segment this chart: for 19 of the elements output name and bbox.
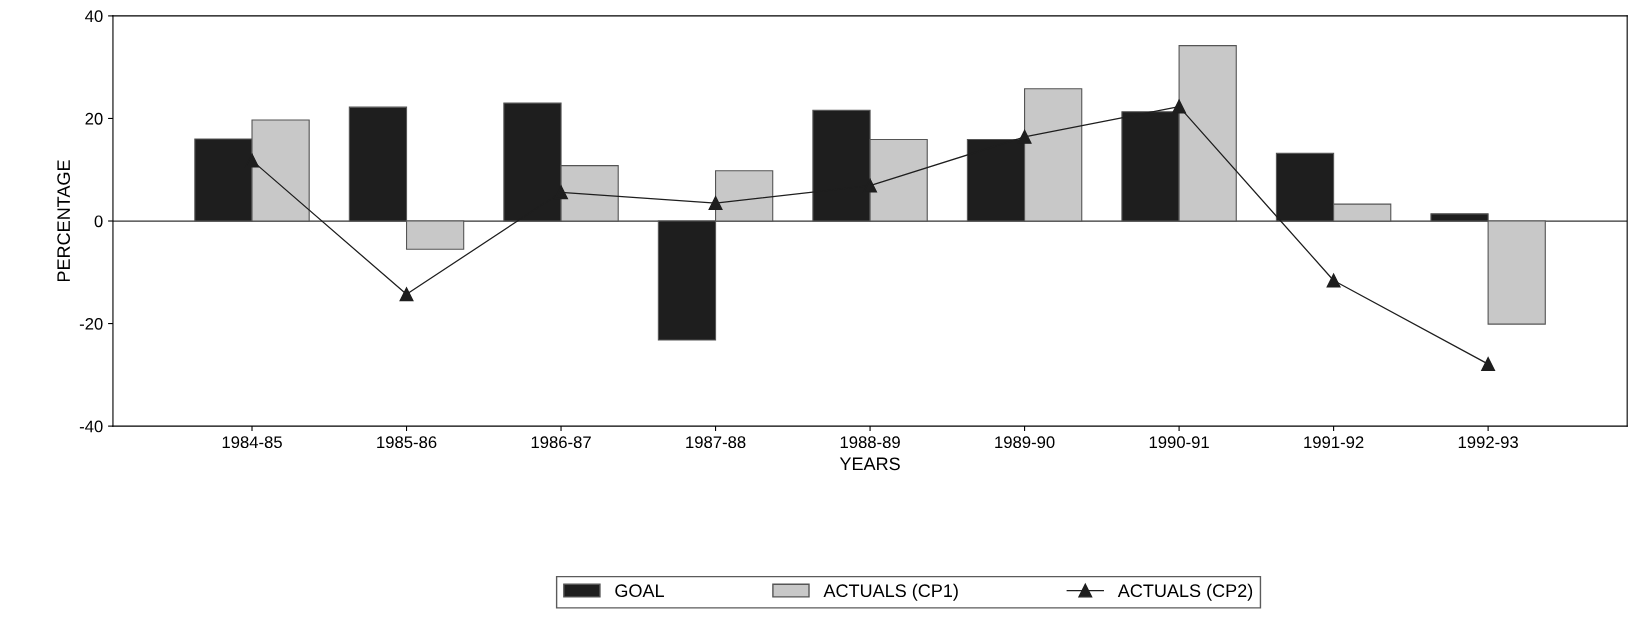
y-tick-label: -40 (79, 420, 103, 433)
legend-label: ACTUALS (CP1) (823, 583, 958, 601)
y-tick-label: 0 (94, 215, 103, 228)
x-tick-label: 1987-88 (686, 436, 746, 449)
x-axis-title: YEARS (839, 457, 900, 471)
x-tick-label: 1992-93 (1458, 436, 1518, 449)
legend-label: GOAL (615, 584, 664, 598)
y-axis-title: PERCENTAGE (57, 160, 71, 282)
x-tick-label: 1986-87 (531, 436, 591, 449)
legend-label: ACTUALS (CP2) (1117, 583, 1253, 601)
x-tick-label: 1989-90 (995, 436, 1055, 449)
y-tick-label: 40 (85, 10, 103, 23)
x-tick-label: 1985-86 (377, 436, 437, 449)
x-tick-label: 1991-92 (1304, 436, 1364, 449)
y-tick-label: -20 (79, 317, 103, 330)
y-tick-label: 20 (85, 112, 103, 125)
x-tick-label: 1990-91 (1149, 436, 1209, 449)
x-tick-label: 1984-85 (222, 436, 282, 449)
x-tick-label: 1988-89 (840, 436, 900, 449)
